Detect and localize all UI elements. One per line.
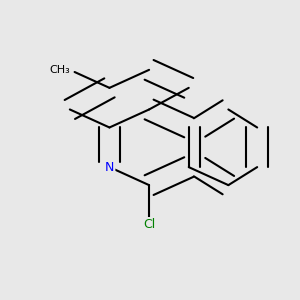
- Text: CH₃: CH₃: [49, 65, 70, 75]
- Text: N: N: [105, 160, 114, 174]
- Text: Cl: Cl: [143, 218, 155, 231]
